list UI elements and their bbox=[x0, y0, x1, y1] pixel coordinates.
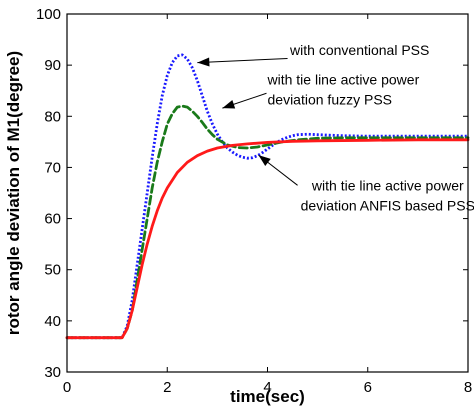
x-tick-label: 2 bbox=[163, 379, 171, 396]
annotation-text: deviation ANFIS based PSS bbox=[301, 197, 474, 213]
y-tick-label: 100 bbox=[36, 6, 61, 23]
y-tick-label: 90 bbox=[44, 57, 61, 74]
tick-layer: 0 2 4 6 8 30 40 50 60 70 80 90 100 bbox=[36, 6, 472, 396]
annotation-arrowhead bbox=[258, 155, 271, 167]
y-tick-label: 70 bbox=[44, 159, 61, 176]
y-axis-label: rotor angle deviation of M1(degree) bbox=[4, 51, 23, 335]
x-tick-label: 4 bbox=[263, 379, 271, 396]
series-layer bbox=[65, 53, 470, 340]
x-tick-label: 8 bbox=[464, 379, 472, 396]
x-tick-label: 6 bbox=[364, 379, 372, 396]
annotation-arrow-line bbox=[197, 57, 288, 64]
series-line-anfis bbox=[65, 138, 470, 340]
x-tick-label: 0 bbox=[63, 379, 71, 396]
y-tick-label: 60 bbox=[44, 211, 61, 228]
y-tick-label: 40 bbox=[44, 313, 61, 330]
annotation-layer: with conventional PSS with tie line activ… bbox=[197, 42, 474, 213]
annotation-text: with conventional PSS bbox=[289, 42, 429, 58]
annotation-text: with tie line active power bbox=[311, 177, 464, 193]
annotation-text: deviation fuzzy PSS bbox=[268, 92, 393, 108]
y-tick-label: 30 bbox=[44, 364, 61, 381]
annotation-text: with tie line active power bbox=[267, 72, 420, 88]
y-tick-label: 50 bbox=[44, 262, 61, 279]
y-tick-label: 80 bbox=[44, 108, 61, 125]
series-line-conventional bbox=[67, 53, 468, 340]
annotation-arrowhead bbox=[197, 57, 210, 67]
annotation-arrowhead bbox=[222, 100, 236, 109]
x-axis-label: time(sec) bbox=[230, 387, 305, 406]
